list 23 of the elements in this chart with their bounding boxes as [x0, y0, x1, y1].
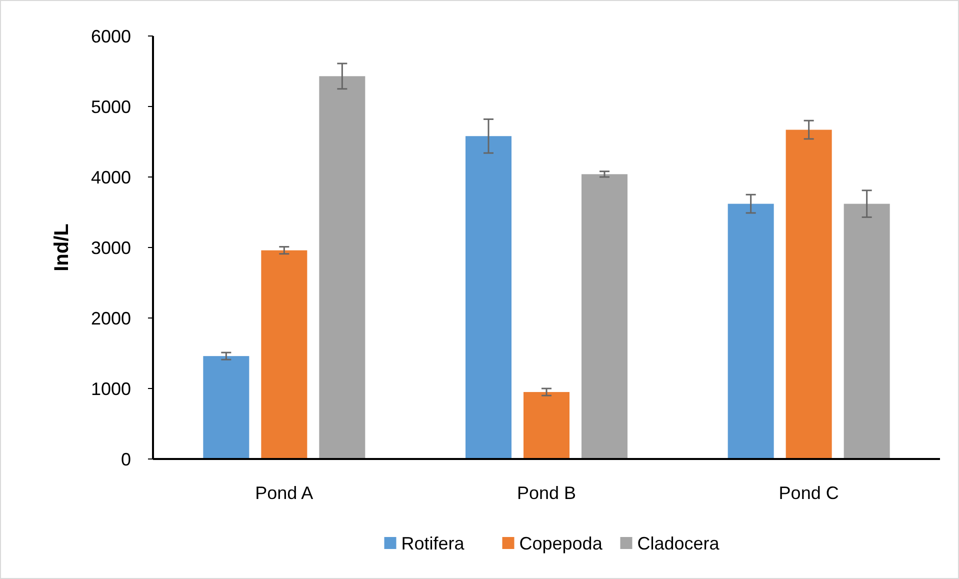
bar — [524, 392, 570, 459]
y-tick-label: 6000 — [90, 26, 131, 46]
bar — [844, 204, 890, 459]
y-tick-label: 1000 — [90, 378, 131, 399]
bar — [203, 356, 250, 459]
legend-label: Rotifera — [401, 533, 466, 554]
bar — [261, 250, 308, 459]
bar — [319, 76, 366, 459]
bar — [786, 130, 832, 459]
x-tick-label: Pond B — [516, 483, 576, 503]
x-tick-label: Pond A — [255, 483, 314, 503]
y-tick-label: 2000 — [90, 308, 131, 328]
y-axis-title: Ind/L — [51, 224, 73, 272]
bar — [466, 136, 512, 459]
bar — [582, 174, 628, 459]
y-tick-label: 4000 — [90, 167, 131, 188]
y-tick-label: 3000 — [90, 238, 131, 258]
y-tick-label: 5000 — [90, 96, 131, 117]
legend-label: Cladocera — [637, 533, 720, 554]
bar — [728, 204, 774, 459]
legend-label: Copepoda — [519, 533, 604, 554]
y-tick-label: 0 — [120, 449, 131, 470]
x-tick-label: Pond C — [778, 483, 839, 503]
